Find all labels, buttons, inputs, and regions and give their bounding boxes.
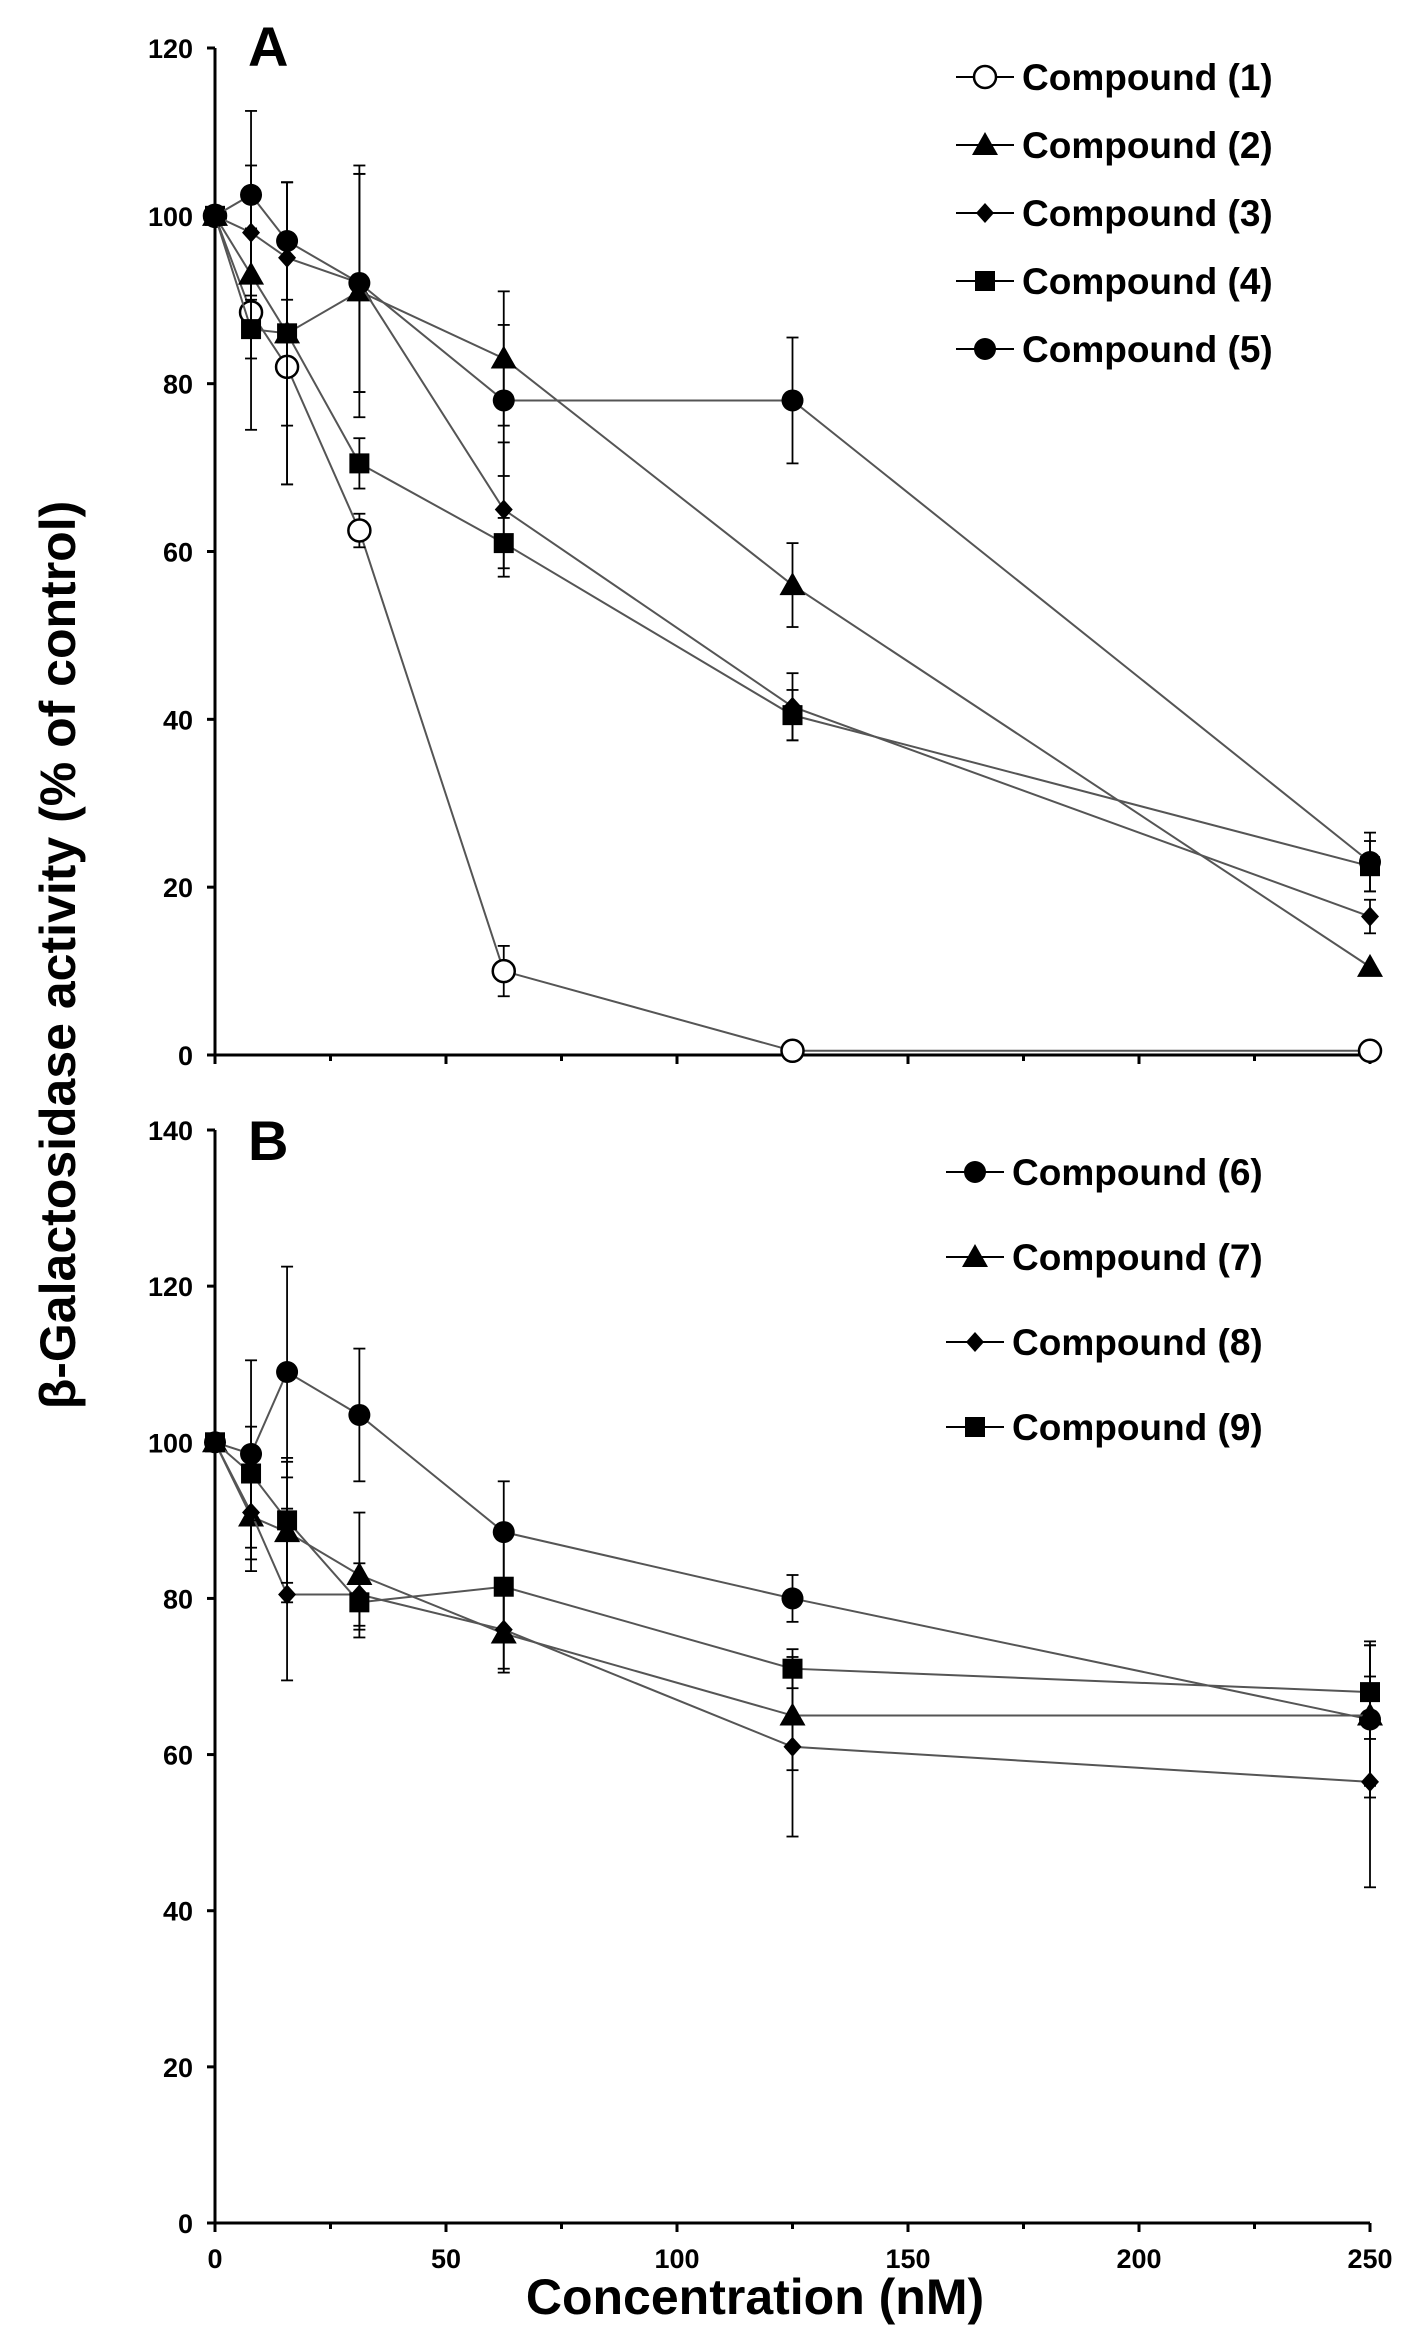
panel-a-y-tick-label: 120 <box>148 34 193 64</box>
panel-b-x-tick-label: 150 <box>885 2244 930 2274</box>
panel-a-y-tick-label: 0 <box>178 1041 193 1071</box>
panel-b-data-point <box>349 1592 370 1613</box>
panel-a-data-point <box>492 389 515 412</box>
panel-a-data-point <box>779 572 806 596</box>
panel-a-y-tick-label: 60 <box>163 538 193 568</box>
panel-a-legend-marker <box>972 132 998 155</box>
panel-b-y-tick-label: 140 <box>148 1116 193 1146</box>
panel-a-y-tick-label: 20 <box>163 873 193 903</box>
panel-a-y-tick-label: 80 <box>163 370 193 400</box>
panel-a-legend-marker <box>975 271 995 291</box>
panel-b-x-tick-label: 250 <box>1347 2244 1392 2274</box>
panel-a-data-point <box>1357 1038 1383 1064</box>
panel-b-chart: 0 20 40 60 80 100 120 140 0 50 100 150 200 250 B Compou… <box>148 1109 1393 2274</box>
panel-b-legend-marker <box>964 1161 986 1183</box>
panel-b-data-point <box>782 1658 803 1679</box>
panel-b-data-point <box>1360 1682 1380 1703</box>
panel-a-legend-marker <box>976 203 994 223</box>
panel-b-data-point <box>348 1403 371 1426</box>
panel-a-legend-label: Compound (2) <box>1022 125 1273 166</box>
panel-a-legend-label: Compound (4) <box>1022 261 1273 302</box>
panel-b-legend: Compound (6) Compound (7) Compound (8) Comp… <box>946 1152 1263 1448</box>
panel-a-data-point <box>782 705 803 726</box>
panel-b-legend-label: Compound (9) <box>1012 1407 1263 1448</box>
panel-a-series-5 <box>204 110 1381 893</box>
panel-a-legend-label: Compound (1) <box>1022 57 1273 98</box>
panel-b-data-point <box>241 1463 262 1484</box>
panel-b-legend-label: Compound (8) <box>1012 1322 1263 1363</box>
panel-a-data-point <box>204 204 226 227</box>
panel-a-y-tick-label: 100 <box>148 202 193 232</box>
panel-a-y-tick-label: 40 <box>163 705 193 735</box>
panel-b-y-tick-label: 80 <box>163 1584 193 1614</box>
panel-a-data-point <box>494 499 513 520</box>
panel-a-legend-marker <box>972 64 998 90</box>
panel-b-data-point <box>205 1432 225 1453</box>
panel-b-x-tick-label: 200 <box>1116 2244 1161 2274</box>
panel-b-y-tick-label: 120 <box>148 1272 193 1302</box>
panel-b-letter: B <box>248 1109 288 1172</box>
panel-a-legend: Compound (1) Compound (2) Compound (3) Comp… <box>956 57 1273 370</box>
panel-a-series-line <box>214 215 1371 868</box>
panel-b-data-point <box>1361 1771 1379 1792</box>
panel-a-legend-label: Compound (3) <box>1022 193 1273 234</box>
panel-b-legend-marker <box>965 1417 985 1437</box>
panel-a-data-point <box>277 323 298 344</box>
panel-b-y-tick-label: 0 <box>178 2209 193 2239</box>
panel-a-data-point <box>1359 850 1381 873</box>
panel-a-data-point <box>347 518 372 543</box>
panel-b-data-point <box>781 1587 804 1610</box>
panel-b-x-tick-label: 50 <box>431 2244 461 2274</box>
panel-a-data-point <box>780 1038 805 1064</box>
panel-a-data-point <box>276 230 299 253</box>
panel-b-data-point <box>783 1736 802 1757</box>
panel-b-y-tick-label: 60 <box>163 1741 193 1771</box>
panel-b-series-4 <box>205 1425 1380 1740</box>
panel-a-legend-label: Compound (5) <box>1022 329 1273 370</box>
panel-b-legend-label: Compound (7) <box>1012 1237 1263 1278</box>
panel-b-legend-marker <box>962 1244 988 1267</box>
y-axis-title: β-Galactosidase activity (% of control) <box>30 501 86 1410</box>
panel-a-data-point <box>240 183 263 206</box>
panel-a-data-point <box>491 958 516 984</box>
panel-a-letter: A <box>248 15 288 78</box>
panel-a-data-point <box>781 389 804 412</box>
panel-b-data-point <box>492 1521 515 1544</box>
panel-a-chart: 0 20 40 60 80 100 120 A Compound (1) Compound (2)… <box>148 15 1383 1071</box>
panel-a-data-point <box>1361 906 1379 927</box>
panel-b-data-point <box>276 1361 299 1384</box>
panel-a-data-point <box>349 453 370 474</box>
panel-b-y-tick-label: 20 <box>163 2053 193 2083</box>
panel-a-data-point <box>348 271 371 294</box>
panel-b-legend-label: Compound (6) <box>1012 1152 1263 1193</box>
panel-a-data-point <box>493 533 514 554</box>
panel-b-legend-marker <box>966 1332 984 1352</box>
panel-b-x-tick-label: 100 <box>654 2244 699 2274</box>
panel-b-y-tick-label: 40 <box>163 1897 193 1927</box>
panel-a-data-point <box>241 319 262 340</box>
panel-b-data-point <box>277 1510 298 1531</box>
panel-b-data-point <box>278 1584 297 1605</box>
x-axis-title: Concentration (nM) <box>526 2269 984 2325</box>
panel-a-legend-marker <box>974 338 996 360</box>
panel-b-y-tick-label: 100 <box>148 1428 193 1458</box>
panel-b-x-tick-label: 0 <box>207 2244 222 2274</box>
panel-a-data-point <box>1357 953 1383 977</box>
panel-b-data-point <box>493 1576 514 1597</box>
